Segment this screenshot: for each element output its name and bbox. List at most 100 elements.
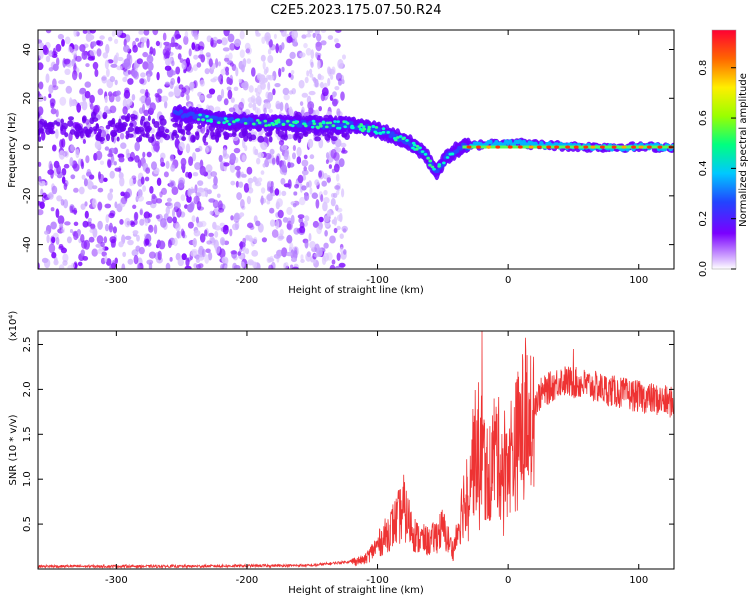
noise-speckle [59, 96, 67, 106]
noise-speckle [169, 81, 174, 89]
noise-speckle [145, 95, 151, 106]
noise-speckle [185, 257, 190, 267]
ridge-highlight [393, 137, 397, 140]
noise-speckle [174, 30, 180, 40]
noise-speckle [292, 145, 296, 151]
noise-speckle [308, 164, 315, 173]
noise-speckle [89, 94, 95, 104]
noise-speckle [336, 225, 341, 231]
noise-speckle [45, 127, 51, 135]
y-tick-label: 1.5 [22, 426, 33, 442]
noise-speckle [311, 192, 318, 199]
noise-speckle [143, 109, 149, 117]
noise-speckle [316, 33, 322, 42]
noise-speckle [122, 76, 128, 83]
noise-speckle [87, 220, 92, 227]
noise-speckle [71, 262, 75, 269]
noise-speckle [297, 174, 304, 184]
noise-speckle [119, 124, 125, 132]
noise-speckle [272, 88, 276, 96]
noise-speckle [39, 42, 45, 49]
noise-speckle [195, 216, 200, 224]
noise-speckle [223, 264, 228, 269]
noise-speckle [81, 50, 88, 60]
ridge-highlight [227, 122, 232, 126]
noise-speckle [120, 196, 128, 205]
noise-speckle [156, 71, 160, 81]
noise-speckle [239, 30, 245, 40]
noise-speckle [205, 248, 211, 254]
noise-speckle [268, 136, 273, 143]
noise-speckle [330, 198, 336, 207]
noise-speckle [318, 216, 324, 223]
ridge-highlight [263, 119, 268, 123]
noise-speckle [104, 223, 110, 232]
noise-speckle [330, 74, 334, 80]
noise-speckle [102, 52, 109, 59]
noise-speckle [239, 212, 245, 218]
noise-speckle [225, 257, 229, 265]
noise-speckle [230, 180, 236, 186]
noise-speckle [326, 66, 331, 75]
noise-speckle [79, 44, 86, 52]
noise-speckle [285, 58, 293, 67]
noise-speckle [124, 72, 129, 78]
noise-speckle [193, 229, 201, 237]
noise-speckle [304, 239, 309, 249]
ridge-highlight [275, 121, 279, 124]
noise-speckle [55, 208, 60, 218]
noise-speckle [199, 79, 205, 87]
noise-speckle [72, 70, 78, 81]
noise-speckle [326, 209, 332, 217]
noise-speckle [323, 172, 328, 180]
noise-speckle [181, 60, 187, 70]
noise-speckle [242, 237, 247, 245]
noise-speckle [94, 140, 102, 150]
noise-speckle [139, 218, 145, 226]
noise-speckle [336, 189, 340, 195]
noise-speckle [203, 187, 208, 192]
noise-speckle [271, 157, 276, 165]
noise-speckle [309, 73, 314, 78]
noise-speckle [299, 196, 306, 206]
x-tick-label: 0 [505, 575, 511, 586]
noise-speckle [205, 164, 213, 173]
noise-speckle [281, 66, 285, 73]
noise-speckle [239, 49, 245, 58]
noise-speckle [59, 223, 64, 228]
noise-speckle [174, 43, 181, 50]
noise-speckle [116, 136, 120, 142]
colorbar: 0.0 0.2 0.4 0.6 0.8 Normalized spectral ampl… [698, 29, 749, 277]
noise-speckle [52, 63, 59, 72]
noise-speckle [152, 48, 156, 56]
noise-speckle [60, 118, 64, 125]
ridge-highlight [386, 131, 391, 134]
noise-speckle [238, 101, 244, 111]
noise-speckle [230, 250, 238, 255]
noise-speckle [124, 116, 130, 123]
noise-speckle [84, 210, 89, 219]
spectrogram-frame [37, 29, 675, 270]
noise-speckle [210, 171, 218, 177]
noise-speckle [288, 106, 293, 115]
noise-speckle [315, 41, 323, 52]
noise-speckle [140, 36, 148, 43]
noise-speckle [84, 81, 92, 88]
noise-speckle [124, 62, 132, 70]
noise-speckle [133, 254, 139, 265]
noise-speckle [87, 217, 92, 223]
ridge-highlight [225, 119, 229, 123]
noise-speckle [191, 152, 197, 162]
noise-speckle [98, 173, 105, 184]
noise-speckle [162, 133, 168, 139]
noise-speckle [67, 46, 73, 53]
ridge-peak [583, 145, 589, 149]
noise-speckle [318, 106, 323, 112]
noise-speckle [229, 43, 236, 51]
noise-speckle [48, 243, 56, 254]
ridge-core [349, 121, 354, 126]
noise-speckle [61, 176, 66, 184]
noise-speckle [275, 219, 280, 230]
noise-speckle [216, 130, 221, 138]
